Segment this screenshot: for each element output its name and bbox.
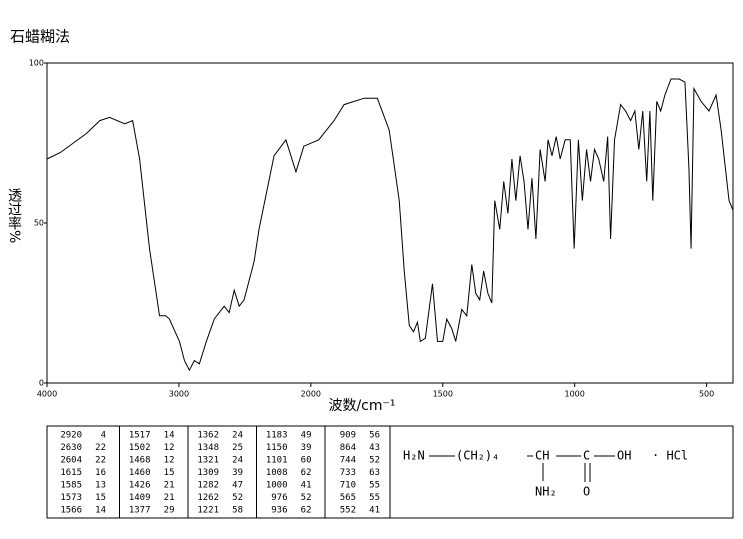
peak-intensity: 12 <box>164 456 175 466</box>
x-axis-label: 波数/cm⁻¹ <box>328 398 395 414</box>
peak-wavenumber: 864 <box>340 443 356 453</box>
peak-wavenumber: 2604 <box>60 456 82 466</box>
peak-wavenumber: 733 <box>340 468 356 478</box>
structure-text: (CH₂)₄ <box>456 449 499 463</box>
x-tick-label: 1500 <box>433 390 453 399</box>
peak-wavenumber: 1000 <box>266 481 288 491</box>
peak-wavenumber: 936 <box>271 506 287 516</box>
peak-intensity: 4 <box>101 431 106 441</box>
peak-intensity: 12 <box>164 443 175 453</box>
peak-intensity: 25 <box>232 443 243 453</box>
peak-wavenumber: 1348 <box>197 443 219 453</box>
peak-wavenumber: 1426 <box>129 481 151 491</box>
peak-wavenumber: 1585 <box>60 481 82 491</box>
peak-intensity: 47 <box>232 481 243 491</box>
y-tick-label: 50 <box>34 219 44 228</box>
x-tick-label: 3000 <box>169 390 189 399</box>
peak-intensity: 29 <box>164 506 175 516</box>
peak-intensity: 39 <box>301 443 312 453</box>
x-tick-label: 1000 <box>565 390 585 399</box>
peak-intensity: 41 <box>369 506 380 516</box>
peak-intensity: 14 <box>164 431 175 441</box>
peak-wavenumber: 1615 <box>60 468 82 478</box>
structure-bonds <box>429 455 615 482</box>
peak-wavenumber: 1502 <box>129 443 151 453</box>
peak-wavenumber: 565 <box>340 493 356 503</box>
structure-text: H₂N <box>403 449 425 463</box>
peak-intensity: 41 <box>301 481 312 491</box>
x-tick-label: 4000 <box>37 390 57 399</box>
peak-wavenumber: 1008 <box>266 468 288 478</box>
peak-intensity: 39 <box>232 468 243 478</box>
y-tick-label: 100 <box>29 59 44 68</box>
peak-wavenumber: 1262 <box>197 493 219 503</box>
peak-intensity: 21 <box>164 493 175 503</box>
peak-wavenumber: 1460 <box>129 468 151 478</box>
peak-wavenumber: 1309 <box>197 468 219 478</box>
peak-intensity: 56 <box>369 431 380 441</box>
peak-wavenumber: 1101 <box>266 456 288 466</box>
peak-wavenumber: 1409 <box>129 493 151 503</box>
peak-wavenumber: 1183 <box>266 431 288 441</box>
peak-intensity: 24 <box>232 431 243 441</box>
peak-intensity: 55 <box>369 481 380 491</box>
peak-wavenumber: 1282 <box>197 481 219 491</box>
x-tick-label: 2000 <box>301 390 321 399</box>
structure-text: C <box>583 449 590 463</box>
peak-intensity: 52 <box>369 456 380 466</box>
plot-frame <box>46 62 734 384</box>
y-tick-label: 0 <box>39 379 44 388</box>
peak-intensity: 60 <box>301 456 312 466</box>
structure-text: · HCl <box>652 449 688 463</box>
chart-title: 石蜡糊法 <box>10 28 70 46</box>
peak-intensity: 22 <box>95 443 106 453</box>
peak-wavenumber: 2630 <box>60 443 82 453</box>
peak-wavenumber: 1221 <box>197 506 219 516</box>
peak-intensity: 22 <box>95 456 106 466</box>
peak-intensity: 16 <box>95 468 106 478</box>
structure-text: O <box>583 485 590 499</box>
peak-wavenumber: 710 <box>340 481 356 491</box>
peak-intensity: 15 <box>95 493 106 503</box>
peak-intensity: 14 <box>95 506 106 516</box>
peak-wavenumber: 1377 <box>129 506 151 516</box>
peak-wavenumber: 1468 <box>129 456 151 466</box>
peak-wavenumber: 976 <box>271 493 287 503</box>
peak-intensity: 62 <box>301 506 312 516</box>
peak-intensity: 52 <box>232 493 243 503</box>
peak-intensity: 43 <box>369 443 380 453</box>
peak-intensity: 15 <box>164 468 175 478</box>
structure-text: NH₂ <box>535 485 557 499</box>
peak-intensity: 52 <box>301 493 312 503</box>
structure-text: CH <box>535 449 549 463</box>
peak-intensity: 58 <box>232 506 243 516</box>
peak-intensity: 55 <box>369 493 380 503</box>
peak-wavenumber: 909 <box>340 431 356 441</box>
peak-wavenumber: 2920 <box>60 431 82 441</box>
peak-wavenumber: 1566 <box>60 506 82 516</box>
peak-wavenumber: 1321 <box>197 456 219 466</box>
y-axis-label: 透过率% <box>6 188 22 243</box>
peak-wavenumber: 1362 <box>197 431 219 441</box>
x-tick-label: 500 <box>699 390 714 399</box>
peak-wavenumber: 552 <box>340 506 356 516</box>
peak-intensity: 62 <box>301 468 312 478</box>
peak-wavenumber: 1150 <box>266 443 288 453</box>
structure-text: OH <box>617 449 631 463</box>
peak-wavenumber: 1573 <box>60 493 82 503</box>
peak-intensity: 63 <box>369 468 380 478</box>
peak-wavenumber: 1517 <box>129 431 151 441</box>
peak-intensity: 49 <box>301 431 312 441</box>
peak-intensity: 21 <box>164 481 175 491</box>
spectrum-line <box>46 78 734 372</box>
peak-wavenumber: 744 <box>340 456 356 466</box>
peak-intensity: 24 <box>232 456 243 466</box>
peak-intensity: 13 <box>95 481 106 491</box>
